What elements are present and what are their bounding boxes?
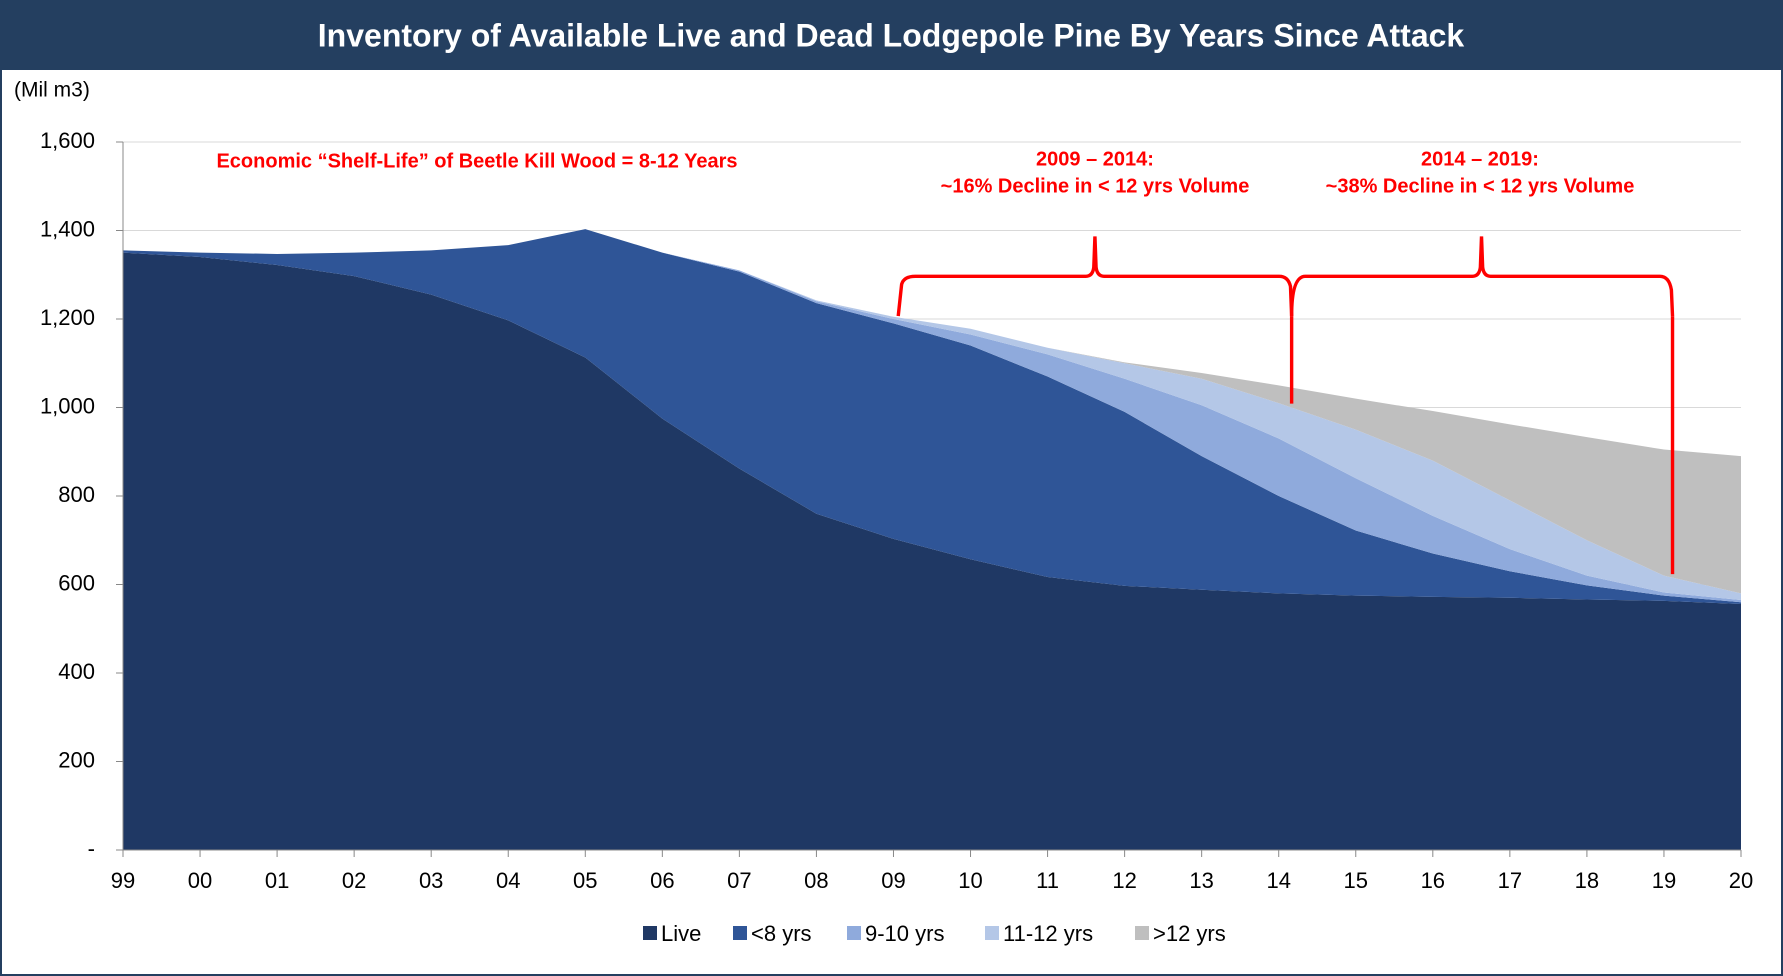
- brackets: [896, 236, 1675, 575]
- y-tick-label: -: [88, 836, 95, 861]
- annotation: Economic “Shelf-Life” of Beetle Kill Woo…: [216, 150, 737, 172]
- x-tick-label: 08: [804, 868, 828, 893]
- y-tick-label: 600: [58, 570, 95, 595]
- legend-label: 9-10 yrs: [865, 921, 944, 946]
- legend-swatch: [733, 926, 747, 940]
- y-tick-label: 1,600: [40, 128, 95, 153]
- x-tick-label: 18: [1575, 868, 1599, 893]
- annotation: 2014 – 2019:: [1421, 148, 1539, 170]
- annotation: ~38% Decline in < 12 yrs Volume: [1326, 175, 1635, 197]
- legend-swatch: [847, 926, 861, 940]
- legend-label: <8 yrs: [751, 921, 812, 946]
- x-tick-label: 11: [1036, 868, 1059, 893]
- legend-swatch: [643, 926, 657, 940]
- legend-swatch: [985, 926, 999, 940]
- area: [123, 229, 1741, 603]
- legend-label: >12 yrs: [1153, 921, 1226, 946]
- plot: - 200 400 600 800 1,000 1,200 1,400 1,600: [40, 128, 1741, 861]
- x-tick-label: 17: [1498, 868, 1522, 893]
- annotation: ~16% Decline in < 12 yrs Volume: [941, 175, 1250, 197]
- x-tick-label: 12: [1112, 868, 1136, 893]
- x-tick-label: 05: [573, 868, 597, 893]
- area: [123, 252, 1741, 850]
- x-tick-label: 06: [650, 868, 674, 893]
- y-tick-label: 1,000: [40, 393, 95, 418]
- y-axis-label: (Mil m3): [14, 79, 90, 102]
- x-tick-label: 09: [881, 868, 905, 893]
- area: [123, 229, 1741, 604]
- y-tick-label: 400: [58, 659, 95, 684]
- area: [123, 229, 1741, 594]
- y-tick-label: 1,400: [40, 216, 95, 241]
- x-tick-label: 16: [1421, 868, 1445, 893]
- x-tick-label: 04: [496, 868, 520, 893]
- legend-swatch: [1135, 926, 1149, 940]
- title-bar: [1, 1, 1782, 70]
- x-tick-label: 13: [1189, 868, 1213, 893]
- x-tick-label: 07: [727, 868, 751, 893]
- x-tick-label: 15: [1344, 868, 1368, 893]
- legend-label: Live: [661, 921, 701, 946]
- annotation: 2009 – 2014:: [1036, 148, 1154, 170]
- x-tick-label: 03: [419, 868, 443, 893]
- x-tick-label: 10: [958, 868, 982, 893]
- x-tick-label: 02: [342, 868, 366, 893]
- x-tick-label: 99: [111, 868, 135, 893]
- legend-label: 11-12 yrs: [1003, 921, 1093, 946]
- bracket: [896, 236, 1294, 317]
- x-tick-label: 19: [1652, 868, 1676, 893]
- x-tick-label: 00: [188, 868, 212, 893]
- x-tick-label: 01: [265, 868, 289, 893]
- bracket: [1289, 236, 1675, 317]
- y-tick-label: 200: [58, 747, 95, 772]
- chart-title: Inventory of Available Live and Dead Lod…: [318, 17, 1465, 53]
- y-tick-label: 800: [58, 482, 95, 507]
- x-tick-label: 14: [1266, 868, 1290, 893]
- x-tick-label: 20: [1729, 868, 1753, 893]
- y-tick-label: 1,200: [40, 305, 95, 330]
- area: [123, 229, 1741, 600]
